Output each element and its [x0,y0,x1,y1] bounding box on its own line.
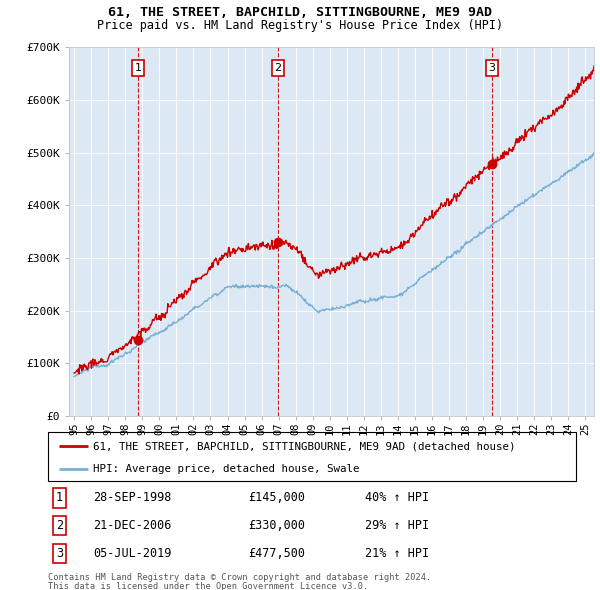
Text: £477,500: £477,500 [248,547,305,560]
Text: 2: 2 [56,519,63,532]
Text: 28-SEP-1998: 28-SEP-1998 [93,491,171,504]
Text: HPI: Average price, detached house, Swale: HPI: Average price, detached house, Swal… [93,464,359,474]
Text: £145,000: £145,000 [248,491,305,504]
Text: 2: 2 [275,63,282,73]
Text: £330,000: £330,000 [248,519,305,532]
Text: 1: 1 [134,63,142,73]
Text: 3: 3 [488,63,496,73]
Text: 05-JUL-2019: 05-JUL-2019 [93,547,171,560]
Text: Price paid vs. HM Land Registry's House Price Index (HPI): Price paid vs. HM Land Registry's House … [97,19,503,32]
Text: 21% ↑ HPI: 21% ↑ HPI [365,547,429,560]
Text: 1: 1 [56,491,63,504]
Text: This data is licensed under the Open Government Licence v3.0.: This data is licensed under the Open Gov… [48,582,368,590]
Text: 3: 3 [56,547,63,560]
Text: 61, THE STREET, BAPCHILD, SITTINGBOURNE, ME9 9AD: 61, THE STREET, BAPCHILD, SITTINGBOURNE,… [108,6,492,19]
Text: 29% ↑ HPI: 29% ↑ HPI [365,519,429,532]
Text: 40% ↑ HPI: 40% ↑ HPI [365,491,429,504]
Text: 61, THE STREET, BAPCHILD, SITTINGBOURNE, ME9 9AD (detached house): 61, THE STREET, BAPCHILD, SITTINGBOURNE,… [93,441,515,451]
Text: 21-DEC-2006: 21-DEC-2006 [93,519,171,532]
Text: Contains HM Land Registry data © Crown copyright and database right 2024.: Contains HM Land Registry data © Crown c… [48,573,431,582]
